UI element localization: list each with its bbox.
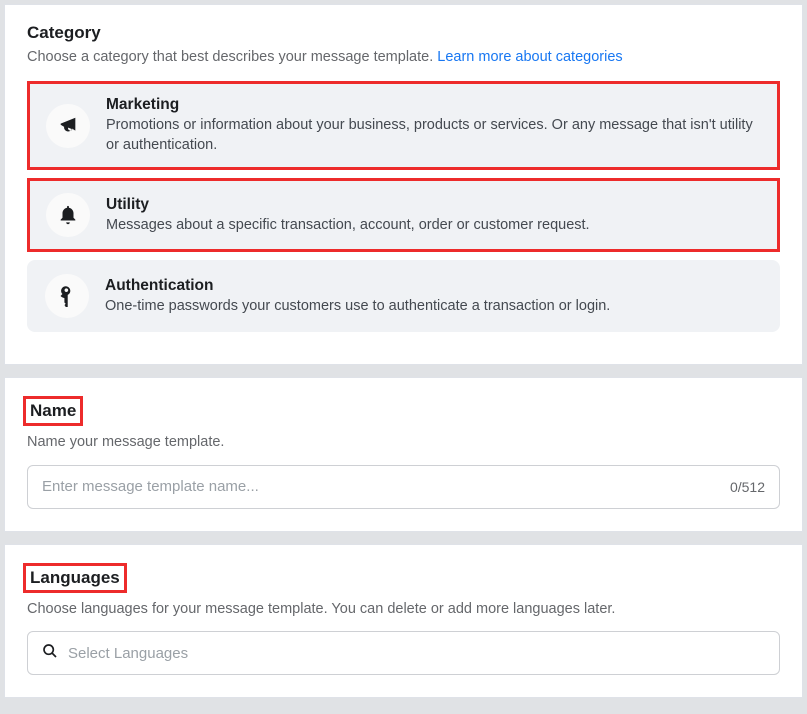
- category-title: Category: [27, 23, 780, 43]
- name-title-highlight: Name: [23, 396, 83, 426]
- category-card-authentication[interactable]: Authentication One-time passwords your c…: [27, 260, 780, 332]
- name-title: Name: [30, 401, 76, 420]
- bell-icon: [46, 193, 90, 237]
- card-title: Authentication: [105, 277, 762, 295]
- char-count: 0/512: [730, 479, 765, 495]
- card-body: Utility Messages about a specific transa…: [106, 196, 761, 236]
- languages-subtitle: Choose languages for your message templa…: [27, 599, 780, 619]
- category-panel: Category Choose a category that best des…: [4, 4, 803, 365]
- card-desc: Messages about a specific transaction, a…: [106, 216, 761, 236]
- category-subtitle: Choose a category that best describes yo…: [27, 47, 780, 67]
- megaphone-icon: [46, 104, 90, 148]
- template-name-input[interactable]: [42, 478, 730, 495]
- card-title: Marketing: [106, 96, 761, 114]
- learn-more-link[interactable]: Learn more about categories: [437, 49, 622, 65]
- name-subtitle: Name your message template.: [27, 432, 780, 452]
- card-body: Authentication One-time passwords your c…: [105, 277, 762, 317]
- category-subtitle-text: Choose a category that best describes yo…: [27, 49, 437, 65]
- card-desc: Promotions or information about your bus…: [106, 116, 761, 155]
- search-icon: [42, 643, 58, 664]
- card-body: Marketing Promotions or information abou…: [106, 96, 761, 155]
- category-card-utility[interactable]: Utility Messages about a specific transa…: [27, 178, 780, 252]
- name-panel: Name Name your message template. 0/512: [4, 377, 803, 531]
- languages-input-wrapper[interactable]: [27, 631, 780, 675]
- languages-title: Languages: [30, 568, 120, 587]
- card-title: Utility: [106, 196, 761, 214]
- card-desc: One-time passwords your customers use to…: [105, 297, 762, 317]
- category-card-marketing[interactable]: Marketing Promotions or information abou…: [27, 81, 780, 170]
- name-input-wrapper: 0/512: [27, 465, 780, 509]
- languages-title-highlight: Languages: [23, 563, 127, 593]
- key-icon: [45, 274, 89, 318]
- languages-panel: Languages Choose languages for your mess…: [4, 544, 803, 698]
